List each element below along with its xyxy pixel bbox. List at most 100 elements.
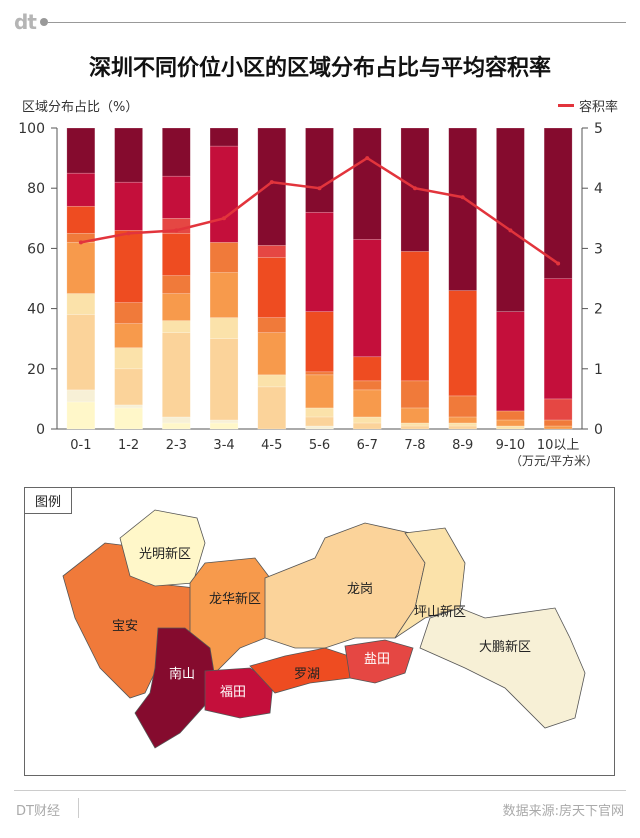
x-tick-label: 6-7: [357, 438, 378, 453]
bar-segment: [305, 311, 334, 373]
bar-segment: [543, 425, 573, 430]
bar-segment: [66, 242, 96, 294]
bar-segment: [162, 320, 191, 333]
bar-segment: [209, 145, 239, 243]
line-point: [222, 216, 227, 221]
bar-segment: [305, 211, 334, 312]
district-region: [419, 607, 586, 729]
bar-segment: [305, 407, 334, 418]
district-label: 龙华新区: [209, 591, 261, 607]
bar-segment: [496, 425, 525, 430]
legend: 容积率: [557, 96, 618, 115]
bar-segment: [352, 416, 382, 424]
bar-segment: [209, 419, 239, 424]
bar-segment: [114, 407, 143, 430]
bar-segment: [448, 290, 477, 397]
bar-segment: [66, 314, 96, 391]
bar-segment: [352, 380, 382, 391]
line-point: [126, 231, 131, 236]
bar-segment: [162, 422, 191, 430]
district-label: 光明新区: [139, 546, 191, 562]
district-map: 图例 光明新区 宝安 龙华新区 龙岗 坪山新区 大鹏新区 南山 福田 罗湖 盐田: [24, 487, 615, 776]
bar-segment: [257, 245, 287, 258]
bar-segment: [400, 251, 430, 382]
y-tick-label-right: 4: [594, 181, 603, 197]
bar-segment: [66, 205, 96, 234]
bar-segment: [352, 127, 382, 240]
legend-line-label: 容积率: [578, 100, 618, 115]
district-label: 坪山新区: [414, 604, 466, 620]
bar-segment: [114, 347, 143, 370]
line-point: [460, 195, 465, 200]
bar-segment: [162, 275, 191, 294]
y-tick-label-right: 5: [594, 121, 603, 137]
district-label: 宝安: [112, 619, 138, 634]
x-tick-label: 9-10: [496, 438, 526, 453]
bar-segment: [448, 422, 477, 427]
bar-segment: [162, 127, 191, 177]
district-label: 大鹏新区: [479, 639, 531, 655]
y-tick-label-left: 80: [27, 181, 45, 197]
bar-segment: [305, 416, 334, 427]
x-tick-label: 3-4: [213, 438, 234, 453]
line-point: [365, 156, 370, 161]
bar-segment: [257, 257, 287, 318]
bar-segment: [257, 332, 287, 376]
bar-segment: [496, 410, 525, 421]
bar-segment: [162, 416, 191, 424]
y-tick-label-right: 0: [594, 422, 603, 438]
map-legend-tag: 图例: [25, 488, 73, 514]
district-label: 盐田: [364, 652, 390, 667]
x-tick-label: 2-3: [166, 438, 187, 453]
bar-segment: [209, 338, 239, 421]
bar-segment: [496, 127, 525, 312]
bar-segment: [305, 425, 334, 430]
bar-segment: [114, 404, 143, 409]
bar-segment: [162, 175, 191, 219]
footer-source: 数据来源:房天下官网: [502, 804, 624, 819]
bar-segment: [162, 332, 191, 418]
bar-segment: [257, 317, 287, 333]
bar-segment: [257, 374, 287, 388]
bar-segment: [352, 389, 382, 418]
bar-segment: [209, 242, 239, 273]
bar-segment: [400, 380, 430, 409]
line-point: [78, 240, 83, 245]
bar-segment: [114, 302, 143, 324]
bar-segment: [352, 239, 382, 358]
bar-segment: [114, 127, 143, 183]
bar-segment: [496, 419, 525, 427]
bar-segment: [66, 401, 96, 430]
bar-segment: [209, 422, 239, 430]
bar-segment: [114, 368, 143, 406]
legend-line-swatch: [557, 104, 574, 107]
bar-segment: [352, 422, 382, 430]
chart-title: 深圳不同价位小区的区域分布占比与平均容积率: [88, 56, 551, 81]
footer-rule: [14, 790, 626, 791]
district-label: 福田: [220, 685, 246, 700]
bar-segment: [305, 127, 334, 213]
bar-segment: [400, 422, 430, 427]
district-label: 龙岗: [347, 582, 373, 597]
bar-segment: [114, 181, 143, 231]
x-axis-unit: （万元/平方米）: [510, 454, 599, 468]
y-tick-label-left: 100: [18, 121, 45, 137]
bar-segment: [66, 127, 96, 174]
bar-segment: [448, 416, 477, 424]
footer-brand: DT财经: [16, 804, 60, 819]
bar-segment: [352, 356, 382, 382]
bar-segment: [543, 398, 573, 421]
district-region: [344, 639, 414, 684]
line-point: [556, 261, 561, 266]
bar-segment: [162, 293, 191, 321]
bar-segment: [114, 323, 143, 349]
line-point: [269, 180, 274, 185]
bar-segment: [543, 419, 573, 427]
bar-segment: [209, 317, 239, 340]
y-tick-label-right: 3: [594, 241, 603, 257]
y-tick-label-right: 1: [594, 362, 603, 378]
bar-segment: [114, 230, 143, 303]
district-region: [394, 527, 466, 639]
